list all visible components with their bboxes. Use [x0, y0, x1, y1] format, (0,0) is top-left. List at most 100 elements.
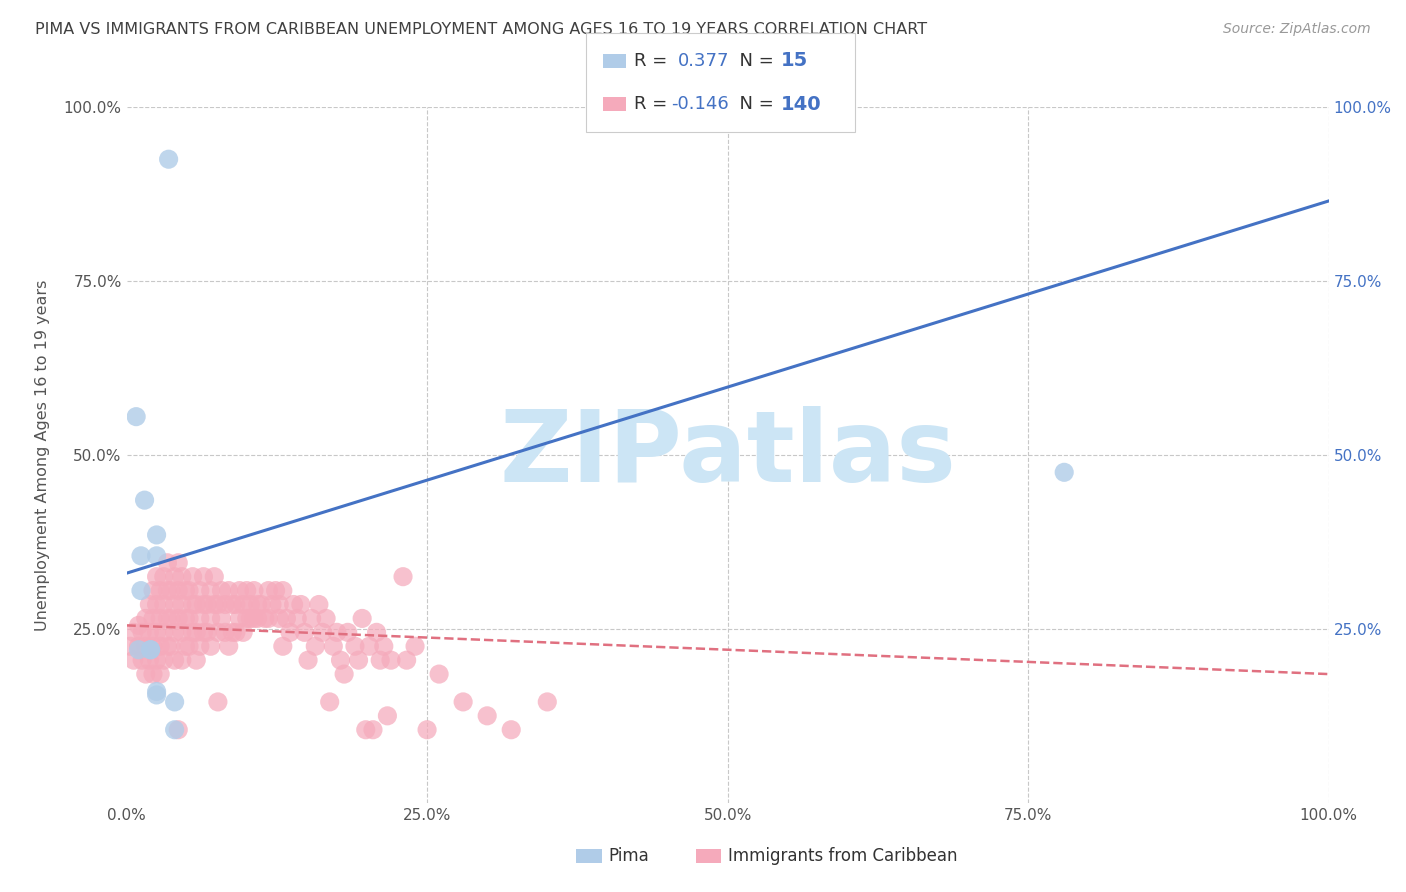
Point: [145, 570, 167, 584]
Point: [290, 598, 312, 612]
Point: [177, 639, 200, 653]
Point: [177, 583, 200, 598]
Point: [174, 639, 197, 653]
Text: N =: N =: [728, 52, 780, 70]
Point: [200, 583, 222, 598]
Point: [135, 611, 157, 625]
Point: [239, 611, 262, 625]
Point: [218, 583, 240, 598]
Point: [501, 723, 523, 737]
Point: [221, 598, 243, 612]
Point: [153, 598, 176, 612]
Point: [170, 625, 193, 640]
Point: [167, 583, 190, 598]
Point: [138, 625, 160, 640]
Point: [170, 653, 193, 667]
Point: [145, 549, 167, 563]
Point: [202, 570, 225, 584]
Point: [129, 583, 152, 598]
Point: [326, 625, 349, 640]
Point: [315, 611, 337, 625]
Text: Immigrants from Caribbean: Immigrants from Caribbean: [728, 847, 957, 865]
Point: [271, 639, 294, 653]
Point: [129, 549, 152, 563]
Point: [188, 611, 211, 625]
Point: [304, 639, 326, 653]
Text: PIMA VS IMMIGRANTS FROM CARIBBEAN UNEMPLOYMENT AMONG AGES 16 TO 19 YEARS CORRELA: PIMA VS IMMIGRANTS FROM CARIBBEAN UNEMPL…: [35, 22, 928, 37]
Point: [139, 642, 162, 657]
Text: Pima: Pima: [609, 847, 650, 865]
Point: [160, 639, 183, 653]
Point: [167, 611, 190, 625]
Point: [235, 611, 259, 625]
Point: [186, 598, 208, 612]
Point: [257, 583, 280, 598]
Point: [361, 723, 384, 737]
Text: -0.146: -0.146: [671, 95, 728, 113]
Point: [188, 583, 211, 598]
Point: [416, 723, 439, 737]
Point: [250, 598, 273, 612]
Point: [264, 583, 287, 598]
Y-axis label: Unemployment Among Ages 16 to 19 years: Unemployment Among Ages 16 to 19 years: [35, 279, 49, 631]
Point: [167, 556, 190, 570]
Point: [294, 625, 316, 640]
Point: [181, 625, 204, 640]
Point: [218, 639, 240, 653]
Text: Source: ZipAtlas.com: Source: ZipAtlas.com: [1223, 22, 1371, 37]
Point: [145, 653, 167, 667]
Point: [149, 611, 172, 625]
Point: [188, 639, 211, 653]
Text: 15: 15: [780, 52, 807, 70]
Text: N =: N =: [728, 95, 780, 113]
Point: [232, 598, 254, 612]
Point: [193, 598, 215, 612]
Point: [156, 611, 179, 625]
Point: [156, 556, 179, 570]
Point: [149, 583, 172, 598]
Point: [200, 611, 222, 625]
Point: [142, 611, 165, 625]
Point: [276, 611, 298, 625]
Point: [145, 684, 167, 698]
Point: [131, 625, 153, 640]
Point: [174, 611, 197, 625]
Point: [235, 583, 259, 598]
Point: [322, 639, 344, 653]
Text: R =: R =: [634, 95, 673, 113]
Point: [301, 611, 323, 625]
Point: [195, 598, 218, 612]
Point: [163, 625, 186, 640]
Text: 140: 140: [780, 95, 821, 113]
Point: [177, 611, 200, 625]
Point: [536, 695, 558, 709]
Point: [167, 723, 190, 737]
Point: [221, 625, 243, 640]
Point: [202, 598, 225, 612]
Point: [380, 653, 402, 667]
Point: [239, 598, 262, 612]
Point: [297, 653, 319, 667]
Point: [278, 625, 301, 640]
Text: R =: R =: [634, 52, 679, 70]
Point: [243, 583, 266, 598]
Point: [125, 409, 148, 424]
Point: [285, 611, 308, 625]
Point: [269, 598, 291, 612]
Point: [343, 639, 366, 653]
Point: [170, 598, 193, 612]
Point: [145, 688, 167, 702]
Point: [336, 625, 359, 640]
Point: [157, 152, 180, 166]
Point: [225, 598, 247, 612]
Point: [1053, 466, 1076, 480]
Point: [160, 611, 183, 625]
Point: [160, 583, 183, 598]
Point: [138, 653, 160, 667]
Point: [135, 667, 157, 681]
Point: [142, 583, 165, 598]
Point: [134, 493, 156, 508]
Point: [404, 639, 426, 653]
Point: [163, 570, 186, 584]
Point: [207, 598, 229, 612]
